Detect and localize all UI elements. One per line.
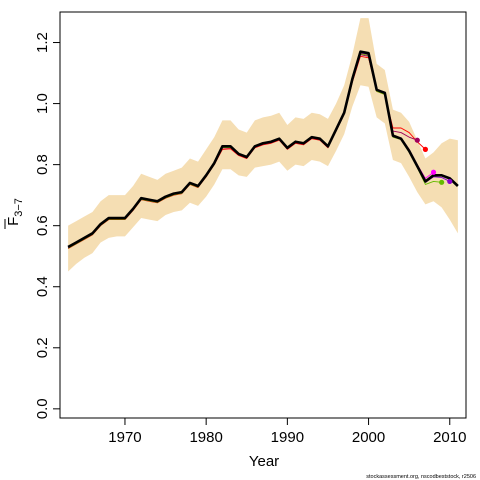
y-tick-label: 0.8 <box>34 154 51 175</box>
y-tick-label: 1.2 <box>34 32 51 53</box>
y-tick-label: 0.6 <box>34 215 51 236</box>
series-endpoint-point-2 <box>414 137 420 143</box>
x-axis-title: Year <box>249 453 279 470</box>
y-axis: 0.0 0.2 0.4 0.6 0.8 1.0 1.2 <box>34 32 61 419</box>
series-endpoint-point-5 <box>447 178 453 185</box>
series-layer <box>67 50 459 249</box>
y-tick-label: 0.2 <box>34 337 51 358</box>
x-tick-label: 1980 <box>189 429 222 446</box>
series-endpoint-point-1 <box>422 146 428 152</box>
series-endpoint-point-4 <box>439 179 445 185</box>
x-tick-label: 1990 <box>271 429 304 446</box>
y-tick-label: 1.0 <box>34 93 51 114</box>
series-line-main <box>67 50 459 249</box>
y-axis-title-sub: 3−7 <box>13 198 25 217</box>
y-axis-title: F3−7 <box>4 198 25 229</box>
svg-text:F3−7: F3−7 <box>5 198 25 226</box>
x-tick-label: 2010 <box>433 429 466 446</box>
y-axis-title-main: F <box>5 217 22 226</box>
credit-text: stockassessment.org, nscodbeststock, r25… <box>366 474 476 480</box>
y-tick-label: 0.4 <box>34 276 51 297</box>
x-tick-label: 1970 <box>108 429 141 446</box>
x-tick-label: 2000 <box>352 429 385 446</box>
y-tick-label: 0.0 <box>34 398 51 419</box>
endpoint-markers <box>414 137 453 185</box>
series-endpoint-point-3 <box>430 169 437 175</box>
x-axis: 1970 1980 1990 2000 2010 <box>108 417 466 446</box>
